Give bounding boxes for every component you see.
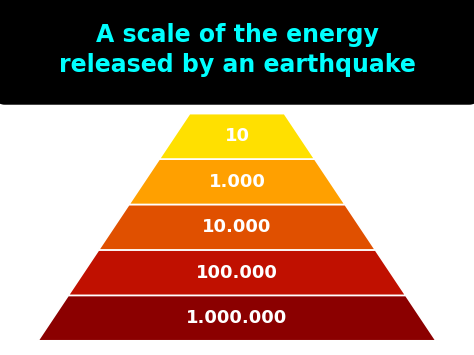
Polygon shape: [38, 295, 436, 341]
Text: 1.000: 1.000: [209, 173, 265, 191]
Text: 100.000: 100.000: [196, 264, 278, 282]
FancyBboxPatch shape: [0, 0, 474, 105]
Text: 10: 10: [225, 127, 249, 145]
Text: released by an earthquake: released by an earthquake: [59, 53, 415, 77]
Polygon shape: [68, 250, 406, 295]
Text: 10.000: 10.000: [202, 218, 272, 236]
Polygon shape: [129, 159, 345, 204]
Polygon shape: [99, 204, 375, 250]
Polygon shape: [159, 114, 315, 159]
Text: 1.000.000: 1.000.000: [186, 309, 288, 327]
Text: A scale of the energy: A scale of the energy: [96, 23, 378, 47]
